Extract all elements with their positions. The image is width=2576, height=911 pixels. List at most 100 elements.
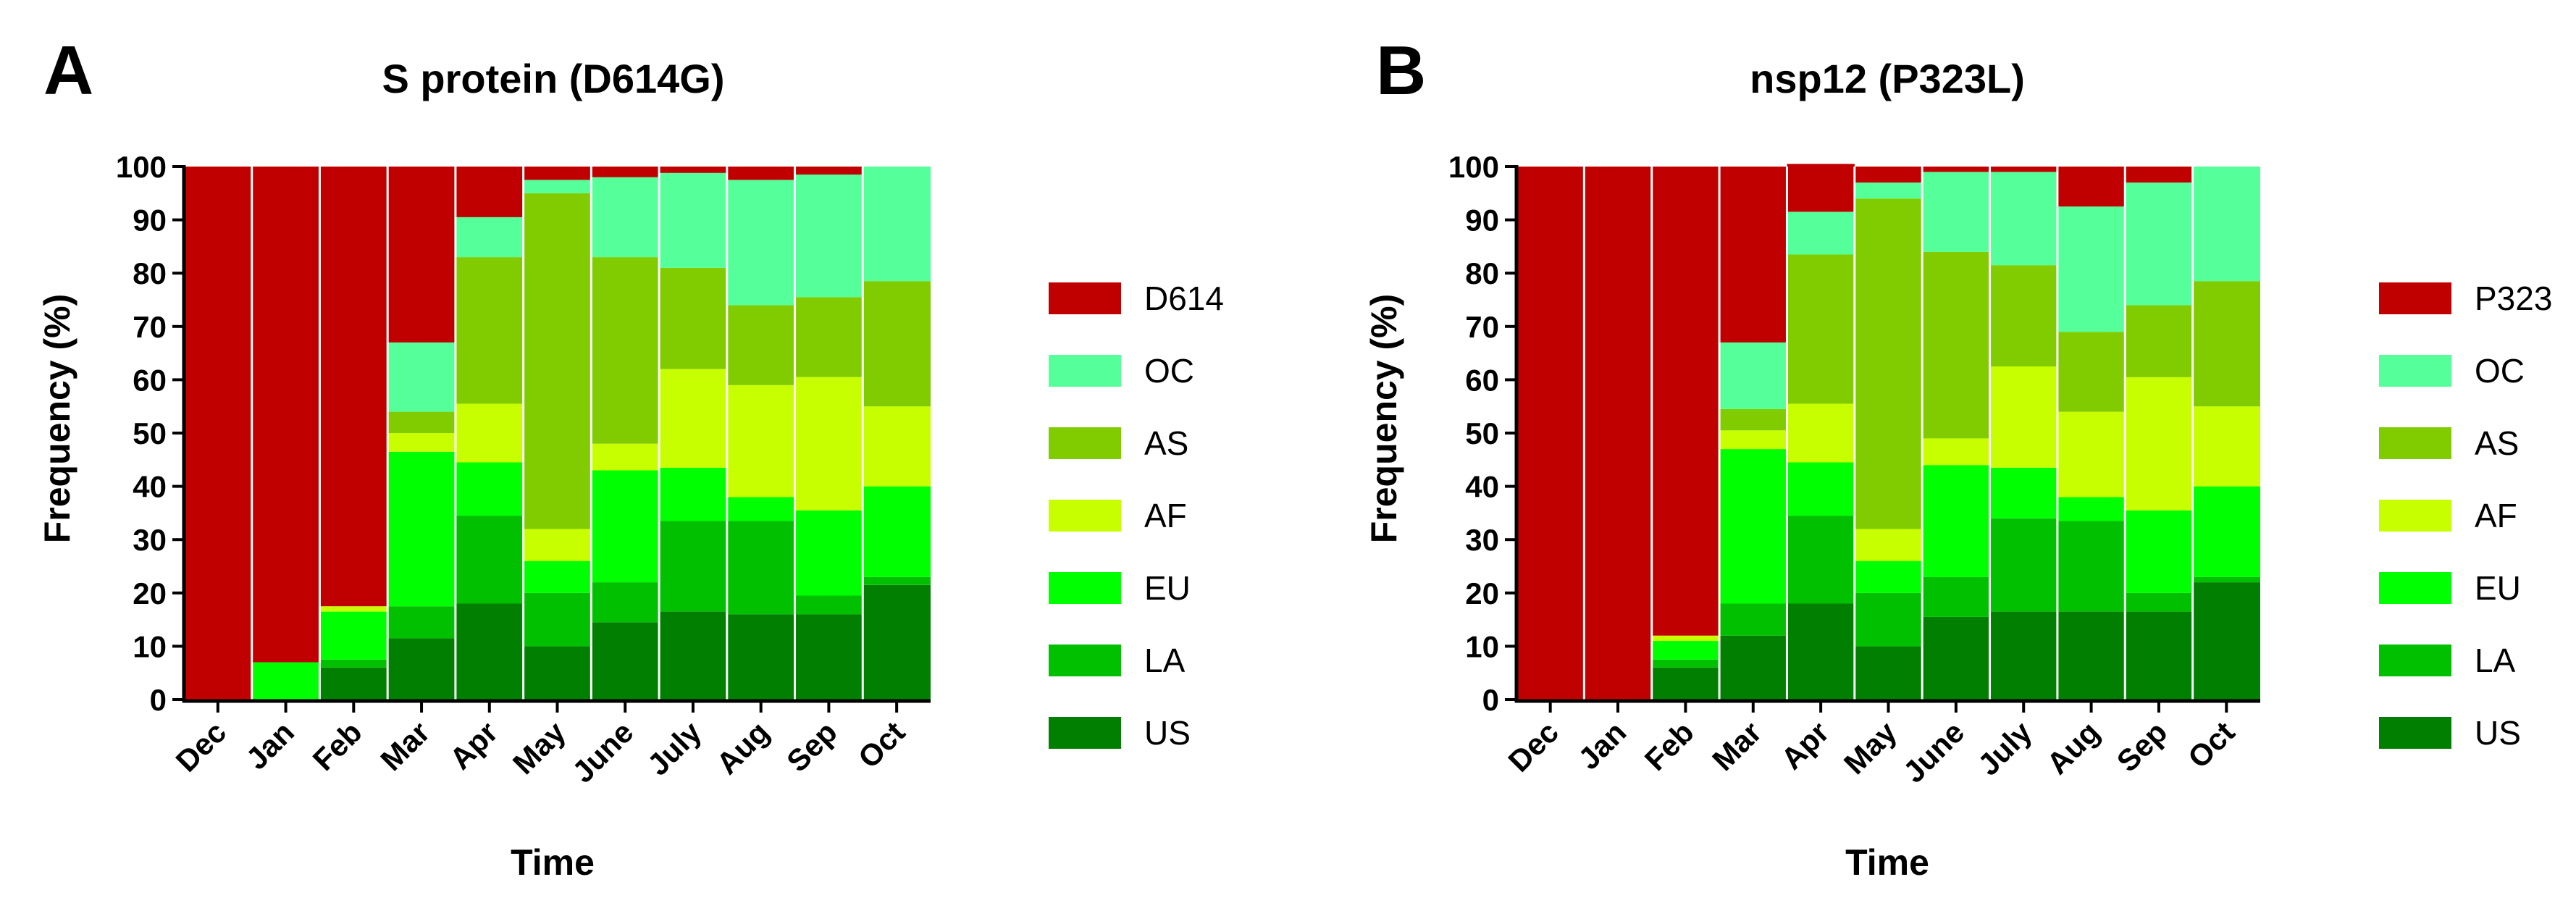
panel-b-bar-oc-sep (2125, 182, 2193, 306)
panel-a-bar-la-feb (319, 659, 388, 668)
panel-a-legend-swatch-as (1049, 427, 1121, 459)
panel-b-legend-label-p323: P323 (2475, 280, 2552, 317)
panel-a-xtick-aug: Aug (710, 715, 776, 781)
panel-a-bar-eu-feb (319, 611, 388, 660)
panel-a-bar-eu-aug (726, 497, 795, 521)
panel-b-bar-la-sep (2125, 592, 2193, 612)
panel-b-legend-label-oc: OC (2475, 352, 2525, 390)
panel-a-bar-eu-june (591, 470, 660, 583)
panel-a-bar-d614-sep (794, 167, 863, 175)
panel-a-bar-af-feb (319, 606, 388, 612)
panel-b-bar-eu-apr (1787, 462, 1855, 516)
panel-a-bar-us-may (523, 646, 592, 700)
panel-a-xtick-feb: Feb (306, 715, 369, 777)
panel-a-bar-us-sep (794, 614, 863, 700)
panel-a-ytick-label: 100 (116, 150, 167, 184)
panel-a-ytick-label: 0 (150, 683, 167, 717)
panel-b-ytick-label: 50 (1465, 416, 1499, 450)
panel-a-bar-af-may (523, 529, 592, 561)
panel-a-bar-la-june (591, 582, 660, 623)
panel-b-xtick-mar: Mar (1706, 715, 1768, 777)
panel-b-legend-swatch-oc (2379, 355, 2451, 387)
panel-a-bar-d614-feb (319, 167, 388, 607)
panel-a-bar-oc-july (659, 172, 727, 268)
panel-a-title: S protein (D614G) (382, 56, 725, 101)
panel-b: B nsp12 (P323L) Frequency (%) Time 0 10 20… (1364, 32, 2552, 883)
panel-b-legend-swatch-as (2379, 427, 2451, 459)
panel-b-xtick-june: June (1897, 715, 1971, 789)
panel-b-bar-oc-oct (2192, 167, 2260, 282)
panel-b-xtick-july: July (1971, 715, 2039, 782)
panel-a-bar-af-apr (455, 403, 524, 463)
panel-a-bar-af-june (591, 443, 660, 471)
panel-a-bar-la-apr (455, 516, 524, 604)
panel-b-bar-p323-aug (2057, 167, 2126, 207)
panel-a-bar-eu-july (659, 467, 727, 521)
panel-a-ytick-label: 10 (133, 629, 167, 663)
panel-b-bar-p323-jan (1584, 167, 1652, 700)
panel-b-bar-la-apr (1787, 516, 1855, 604)
panel-a-legend-label-oc: OC (1144, 352, 1194, 390)
panel-b-ytick-label: 40 (1465, 470, 1499, 504)
panel-b-bar-as-sep (2125, 305, 2193, 377)
panel-b-bar-eu-oct (2192, 486, 2260, 577)
panel-b-bar-eu-feb (1651, 641, 1720, 660)
panel-b-bar-p323-dec (1516, 167, 1585, 700)
panel-b-xlabel: Time (1845, 842, 1929, 883)
panel-b-bar-af-aug (2057, 411, 2126, 498)
panel-b-legend-swatch-p323 (2379, 282, 2451, 314)
panel-b-xtick-feb: Feb (1638, 715, 1700, 777)
panel-a-bar-d614-dec (184, 167, 252, 700)
panel-b-bar-eu-aug (2057, 497, 2126, 521)
panel-b-bar-p323-feb (1651, 167, 1720, 636)
panel-b-bar-as-may (1854, 198, 1923, 529)
panel-a-ytick-label: 40 (133, 470, 167, 504)
panel-b-bar-eu-sep (2125, 510, 2193, 593)
panel-a-bar-eu-mar (387, 451, 456, 607)
panel-a-ytick-label: 20 (133, 576, 167, 610)
panel-b-xtick-aug: Aug (2040, 715, 2106, 781)
panel-b-ytick-label: 0 (1482, 683, 1499, 717)
panel-b-bar-us-june (1922, 616, 1990, 700)
panel-b-bar-eu-july (1989, 467, 2057, 519)
panel-a-bar-us-feb (319, 667, 388, 700)
panel-b-bar-as-july (1989, 265, 2057, 366)
panel-b-bar-p323-mar (1719, 167, 1787, 343)
panel-a-xtick-sep: Sep (780, 715, 844, 778)
panel-b-bar-la-feb (1651, 659, 1720, 668)
panel-a-legend-label-us: US (1144, 714, 1191, 752)
panel-a-legend-swatch-af (1049, 500, 1121, 532)
panel-a-legend-label-af: AF (1144, 497, 1187, 534)
panel-a-bar-as-sep (794, 297, 863, 377)
panel-b-bar-af-mar (1719, 430, 1787, 450)
panel-b-bar-oc-may (1854, 182, 1923, 199)
panel-a-bar-af-aug (726, 385, 795, 498)
panel-b-ytick-label: 20 (1465, 576, 1499, 610)
panel-b-bar-as-apr (1787, 254, 1855, 404)
panel-b-letter: B (1376, 32, 1426, 109)
panel-a-bar-oc-june (591, 177, 660, 258)
panel-b-bar-la-aug (2057, 521, 2126, 612)
panel-b-bar-p323-june (1922, 167, 1990, 172)
panel-a-bar-af-sep (794, 377, 863, 511)
panel-a-xtick-oct: Oct (852, 715, 912, 775)
panel-b-bar-p323-sep (2125, 167, 2193, 183)
panel-b-bar-af-july (1989, 366, 2057, 468)
panel-b-ytick-label: 60 (1465, 363, 1499, 397)
panel-b-bar-eu-mar (1719, 449, 1787, 604)
panel-a-legend-label-d614: D614 (1144, 280, 1224, 317)
panel-b-legend-label-as: AS (2475, 424, 2519, 462)
panel-a-ylabel: Frequency (%) (37, 294, 77, 544)
panel-a-bar-us-mar (387, 638, 456, 700)
panel-b-yticks: 0 10 20 30 40 50 60 70 80 90 100 (1448, 150, 1516, 717)
panel-a-bar-la-oct (863, 576, 931, 585)
panel-b-bar-as-aug (2057, 332, 2126, 412)
panel-b-xtick-oct: Oct (2181, 715, 2241, 775)
panel-a-bar-us-apr (455, 603, 524, 700)
panel-b-legend-swatch-eu (2379, 572, 2451, 604)
panel-a-bar-as-july (659, 267, 727, 369)
panel-a-xtick-dec: Dec (169, 715, 233, 778)
panel-b-bar-oc-aug (2057, 206, 2126, 332)
